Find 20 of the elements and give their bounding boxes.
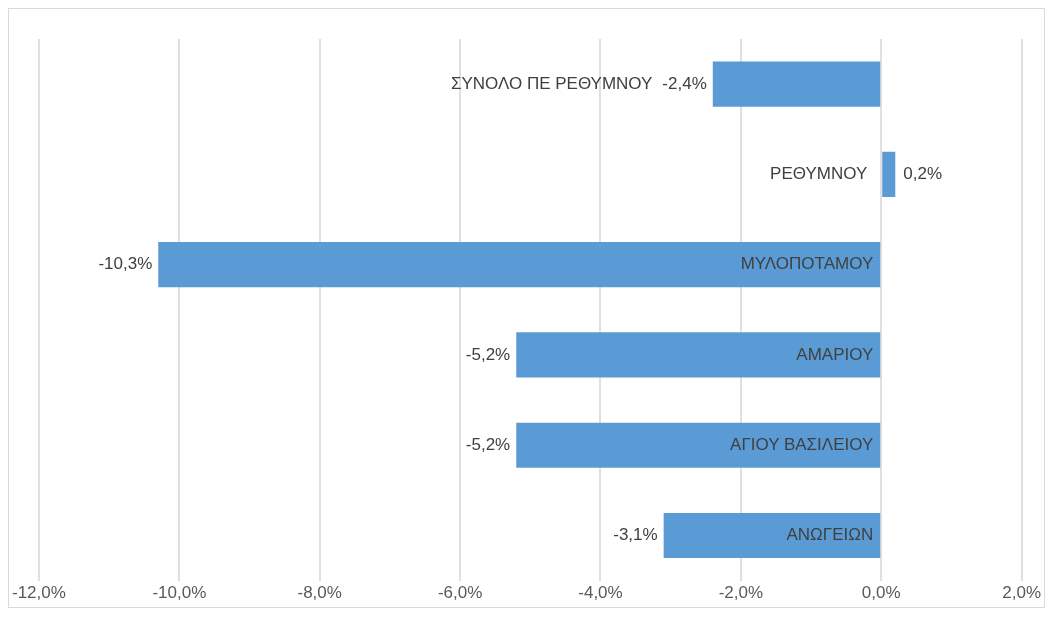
- y-tick-label: ΜΥΛΟΠΟΤΑΜΟΥ: [740, 254, 874, 274]
- x-tick-label: -8,0%: [297, 583, 342, 603]
- x-tick-label: -6,0%: [437, 583, 483, 603]
- y-tick-label: ΑΓΙΟΥ ΒΑΣΙΛΕΙΟΥ: [730, 434, 874, 454]
- x-tick-label: 0,0%: [861, 583, 901, 603]
- data-label: 0,2%: [903, 164, 943, 184]
- data-label: -3,1%: [613, 525, 658, 545]
- x-tick-label: 2,0%: [1002, 583, 1041, 603]
- y-tick-label: ΑΜΑΡΙΟΥ: [796, 344, 874, 364]
- x-tick-label: -12,0%: [11, 583, 66, 603]
- data-label: -2,4%: [662, 73, 707, 93]
- data-label: -5,2%: [465, 434, 511, 454]
- data-label: -5,2%: [465, 344, 511, 364]
- x-tick-label: -4,0%: [578, 583, 623, 603]
- y-tick-label: ΡΕΘΥΜΝΟΥ: [770, 164, 868, 184]
- data-label: -10,3%: [98, 254, 153, 274]
- x-tick-label: -2,0%: [718, 583, 764, 603]
- y-tick-label: ΑΝΩΓΕΙΩΝ: [786, 525, 874, 545]
- x-tick-label: -10,0%: [152, 583, 207, 603]
- y-tick-label: ΣΥΝΟΛΟ ΠΕ ΡΕΘΥΜΝΟΥ: [450, 73, 653, 93]
